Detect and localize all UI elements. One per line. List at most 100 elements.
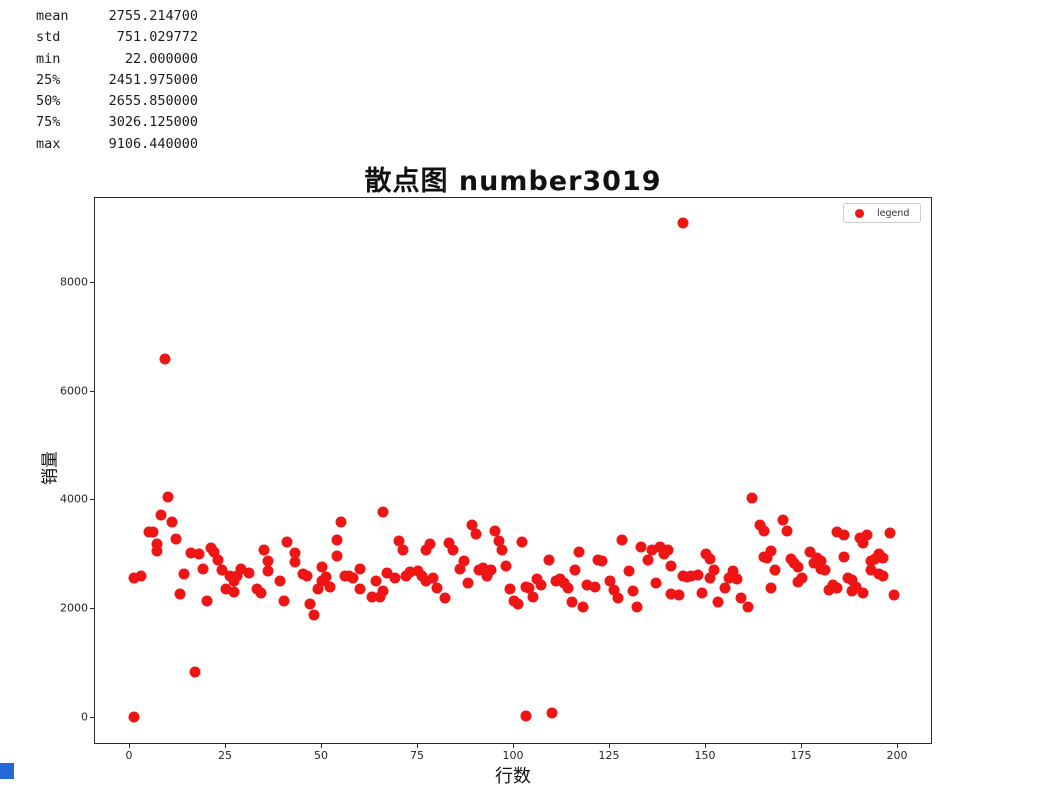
scatter-point <box>427 572 439 584</box>
stat-row: 75% 3026.125000 <box>36 112 198 133</box>
scatter-point <box>289 556 301 568</box>
scatter-point <box>193 548 205 560</box>
scatter-point <box>366 591 378 603</box>
scatter-point <box>397 544 409 556</box>
scatter-point <box>443 537 455 549</box>
scatter-point <box>754 519 766 530</box>
scatter-point <box>189 666 201 678</box>
scatter-point <box>424 538 435 550</box>
scatter-point <box>496 544 508 556</box>
scatter-point <box>278 595 290 607</box>
y-tick-label: 2000 <box>60 601 88 615</box>
stat-label: std <box>36 29 61 46</box>
scatter-point <box>320 571 332 583</box>
stat-label: mean <box>36 8 69 24</box>
scatter-point <box>374 591 386 603</box>
scatter-point <box>458 555 470 567</box>
scatter-point <box>861 529 873 541</box>
scatter-point <box>228 586 240 598</box>
scatter-point <box>815 555 827 567</box>
legend-marker-icon <box>855 208 864 218</box>
scatter-point <box>128 711 140 723</box>
scatter-point <box>831 526 843 538</box>
scatter-point <box>731 573 743 585</box>
scatter-point <box>808 557 820 569</box>
scatter-point <box>735 592 747 604</box>
scatter-point <box>838 529 850 541</box>
scatter-point <box>546 707 558 719</box>
scatter-point <box>166 516 178 528</box>
x-tick-label: 75 <box>409 749 424 762</box>
scatter-point <box>389 572 401 584</box>
scatter-point <box>727 565 739 577</box>
x-tick-label: 150 <box>694 749 716 762</box>
scatter-point <box>631 601 643 613</box>
stat-row: std 751.029772 <box>36 27 198 48</box>
stat-row: 25% 2451.975000 <box>36 70 198 91</box>
scatter-point <box>420 575 432 587</box>
stat-row: min 22.000000 <box>36 49 198 70</box>
scatter-point <box>274 575 286 587</box>
y-tick-mark <box>90 716 94 718</box>
scatter-point <box>354 583 366 595</box>
scatter-point <box>470 528 482 540</box>
x-tick-label: 0 <box>125 749 133 762</box>
y-tick-mark <box>90 608 94 610</box>
scatter-point <box>178 568 190 580</box>
scatter-point <box>577 601 589 613</box>
scatter-point <box>765 582 777 594</box>
stat-label: 25% <box>36 71 61 88</box>
scatter-point <box>404 566 416 578</box>
stat-label: 50% <box>36 93 61 110</box>
scatter-point <box>677 217 689 229</box>
stat-value: 9106.440000 <box>108 135 198 152</box>
stat-row: mean 2755.214700 <box>36 6 198 27</box>
scatter-point <box>704 553 716 565</box>
stat-value: 2451.975000 <box>108 71 198 88</box>
scatter-point <box>335 516 347 528</box>
scatter-point <box>796 572 808 584</box>
scatter-point <box>765 545 777 557</box>
scatter-point <box>569 564 581 576</box>
stat-label: 75% <box>36 114 61 131</box>
scatter-point <box>331 550 343 561</box>
scatter-point <box>857 587 869 599</box>
scatter-point <box>197 563 209 575</box>
x-tick-label: 100 <box>502 749 524 762</box>
x-tick-label: 175 <box>790 749 812 762</box>
scatter-point <box>512 598 524 610</box>
scatter-point <box>612 592 624 604</box>
scatter-point <box>623 565 635 577</box>
scatter-point <box>212 554 224 566</box>
stat-row: max 9106.440000 <box>36 134 198 155</box>
scatter-point <box>888 589 900 601</box>
scatter-point <box>520 710 532 722</box>
scatter-point <box>523 582 535 594</box>
x-axis-label: 行数 <box>495 766 531 787</box>
scatter-point <box>466 519 478 530</box>
stat-value: 3026.125000 <box>108 114 198 131</box>
chart-title: 散点图 number3019 <box>364 166 662 197</box>
stat-value: 751.029772 <box>116 29 198 46</box>
scatter-point <box>381 567 393 579</box>
scatter-point <box>370 575 382 587</box>
scatter-point <box>616 534 628 546</box>
scatter-point <box>504 583 516 595</box>
scatter-point <box>281 536 293 548</box>
scatter-point <box>673 589 685 601</box>
scatter-point <box>857 537 869 549</box>
scatter-point <box>308 609 320 620</box>
scatter-point <box>573 546 585 558</box>
scatter-point <box>159 353 170 365</box>
stat-value: 2755.214700 <box>108 8 198 24</box>
scatter-point <box>128 572 140 584</box>
scatter-point <box>147 526 159 538</box>
scatter-point <box>877 570 889 582</box>
scatter-point <box>489 525 501 537</box>
scatter-point <box>481 570 493 582</box>
x-tick-mark <box>897 744 899 748</box>
scatter-point <box>316 561 328 573</box>
scatter-point <box>301 570 313 582</box>
scatter-point <box>462 577 474 589</box>
scatter-point <box>289 547 301 559</box>
